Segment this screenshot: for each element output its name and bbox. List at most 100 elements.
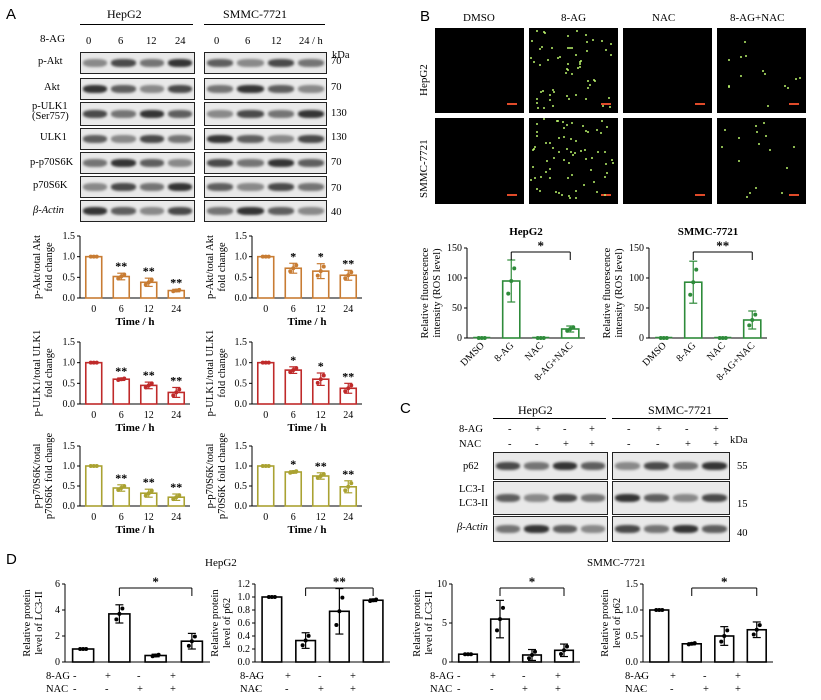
y-tick-label: 0.0	[235, 293, 248, 304]
blot-strip	[80, 78, 195, 100]
protein-band	[167, 85, 192, 93]
significance-marker: **	[115, 364, 127, 378]
y-tick-label: 1.5	[63, 441, 76, 452]
fluorescent-cell	[535, 98, 538, 101]
treatment-sign: -	[105, 684, 109, 695]
protein-band	[615, 494, 640, 502]
bar	[311, 475, 330, 507]
blot-label: β-Actin	[457, 522, 488, 533]
protein-band	[524, 525, 549, 533]
data-point	[754, 627, 759, 632]
fluorescent-cell	[533, 147, 536, 150]
data-point	[568, 327, 573, 331]
protein-band	[267, 159, 294, 167]
data-point	[174, 288, 179, 293]
fluorescent-cell	[604, 175, 606, 178]
panel-label-b: B	[420, 8, 431, 25]
data-point	[94, 254, 99, 259]
data-point	[501, 605, 505, 610]
fluorescent-cell	[764, 73, 767, 76]
bar	[84, 361, 103, 405]
protein-band	[644, 525, 669, 533]
y-tick-label: 150	[629, 243, 644, 254]
x-tick-label: NAC	[523, 340, 546, 363]
protein-band	[297, 110, 324, 118]
fluorescent-cell	[531, 149, 534, 152]
data-point	[291, 368, 296, 373]
treatment-sign: NAC	[430, 684, 453, 695]
treatment-row-label: NAC	[459, 439, 482, 450]
data-point	[720, 336, 725, 340]
data-point	[153, 653, 158, 658]
fluorescent-cell	[601, 105, 604, 108]
bar	[112, 378, 131, 405]
y-tick-label: 10	[437, 579, 447, 590]
x-tick-label: 0	[263, 512, 268, 523]
fluorescent-cell	[756, 130, 759, 133]
fluorescent-cell	[595, 191, 598, 194]
data-point	[94, 464, 99, 468]
protein-band	[111, 183, 136, 191]
y-tick-label: 0.5	[63, 272, 76, 283]
protein-band	[580, 494, 605, 502]
blot-strip	[612, 481, 730, 515]
data-point	[498, 617, 502, 622]
significance-marker: *	[721, 574, 728, 589]
fluorescent-cell	[535, 29, 538, 32]
fluorescent-cell	[544, 170, 547, 173]
fluorescent-cell	[578, 65, 581, 68]
x-tick-label: 24	[171, 410, 181, 421]
blot-label: Akt	[44, 82, 60, 93]
data-point	[174, 390, 179, 395]
blot-strip	[80, 102, 195, 126]
data-point	[506, 291, 511, 296]
data-point	[495, 628, 499, 633]
data-point	[346, 273, 351, 278]
blot-label: p-Akt	[38, 56, 63, 67]
protein-band	[83, 159, 108, 167]
protein-band	[496, 525, 521, 533]
data-point	[146, 383, 151, 388]
blot-strip	[80, 176, 195, 198]
data-point	[722, 634, 727, 638]
y-axis-title: p-p70S6K/total	[32, 444, 43, 509]
header-underline	[493, 418, 606, 420]
fluorescent-cell	[605, 163, 607, 166]
timepoint-6: 6	[118, 36, 124, 47]
y-axis-title: p-Akt/total Akt	[32, 235, 43, 299]
protein-band	[702, 462, 727, 470]
data-point	[146, 491, 151, 496]
protein-band	[297, 207, 324, 215]
time-unit: / h	[312, 36, 323, 47]
treatment-sign: +	[285, 671, 291, 682]
protein-band	[111, 135, 136, 143]
significance-marker: *	[290, 353, 296, 367]
fluorescent-cell	[554, 190, 557, 193]
data-point	[321, 472, 326, 477]
significance-marker: **	[170, 480, 182, 494]
protein-band	[496, 494, 521, 502]
y-tick-label: 1.5	[63, 231, 76, 242]
significance-marker: *	[538, 238, 545, 253]
protein-band	[552, 494, 577, 502]
bar	[284, 369, 303, 405]
bar	[649, 609, 670, 663]
fluorescent-cell	[555, 119, 558, 122]
data-point	[303, 638, 308, 643]
data-point	[374, 597, 379, 602]
blot-strip	[204, 52, 327, 74]
fluorescent-cell	[561, 193, 564, 196]
fluorescent-cell	[576, 29, 579, 32]
data-point	[343, 488, 348, 493]
fluorescent-cell	[556, 56, 559, 59]
treatment-sign: 8-AG	[430, 671, 454, 682]
fluorescent-cell	[566, 67, 569, 70]
data-point	[306, 633, 311, 638]
protein-band	[702, 525, 727, 533]
data-point	[94, 360, 99, 365]
treatment-sign: -	[318, 671, 322, 682]
fluorescent-cell	[608, 105, 611, 108]
protein-band	[139, 85, 164, 93]
data-point	[114, 617, 119, 622]
fluorescent-cell	[531, 166, 534, 169]
